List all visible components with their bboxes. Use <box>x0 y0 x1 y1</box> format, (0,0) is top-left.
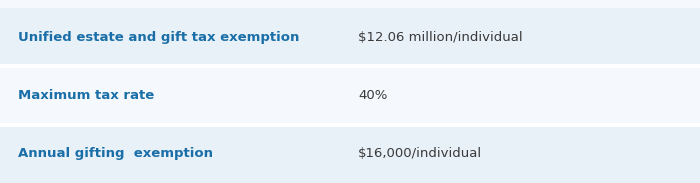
Text: Annual gifting  exemption: Annual gifting exemption <box>18 147 213 160</box>
Bar <box>0 8 700 66</box>
Text: Unified estate and gift tax exemption: Unified estate and gift tax exemption <box>18 31 300 44</box>
Text: $12.06 million/individual: $12.06 million/individual <box>358 31 523 44</box>
Text: 40%: 40% <box>358 89 387 102</box>
Bar <box>0 125 700 183</box>
Text: Maximum tax rate: Maximum tax rate <box>18 89 154 102</box>
Bar <box>0 0 700 8</box>
Text: $16,000/individual: $16,000/individual <box>358 147 482 160</box>
Bar <box>0 66 700 125</box>
